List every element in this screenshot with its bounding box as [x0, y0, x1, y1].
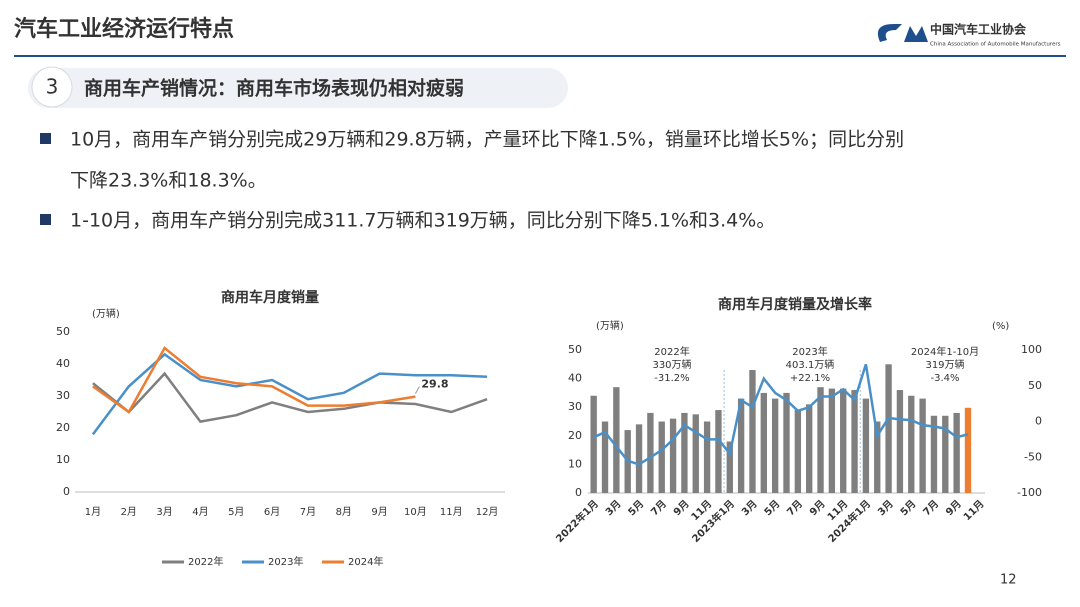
bar: [874, 421, 881, 493]
x-tick-label: 6月: [264, 506, 280, 518]
bar: [840, 388, 847, 493]
bar: [771, 398, 779, 493]
x-tick-label: 11月: [440, 506, 463, 518]
annotation-leader: [414, 386, 420, 394]
annotation: 2023年: [792, 345, 827, 358]
x-tick-label: 1月: [85, 506, 101, 518]
bar: [681, 412, 688, 493]
y2-tick-label: -100: [1017, 486, 1042, 499]
x-tick-label: 3月: [156, 506, 172, 518]
x-tick-label: 2月: [121, 506, 137, 518]
y2-tick-label: -50: [1024, 450, 1042, 463]
y-tick-label: 50: [568, 343, 582, 356]
section-title: 商用车产销情况：商用车市场表现仍相对疲弱: [84, 77, 464, 100]
y-tick-label: 0: [575, 486, 582, 499]
y-axis-label: (万辆): [596, 319, 624, 332]
y-tick-label: 10: [568, 457, 582, 470]
legend-label: 2023年: [268, 555, 303, 568]
x-tick-label: 7月: [300, 506, 316, 518]
bar: [942, 415, 949, 493]
bar: [783, 392, 790, 493]
bar: [715, 410, 722, 493]
bar: [601, 421, 609, 493]
bar: [635, 424, 643, 493]
bar: [817, 387, 824, 493]
y2-tick-label: 100: [1021, 343, 1042, 356]
x-tick-label: 10月: [404, 506, 427, 518]
section-band: [28, 68, 568, 108]
bullet-text: 1-10月，商用车产销分别完成311.7万辆和319万辆，同比分别下降5.1%和…: [70, 210, 775, 232]
bar: [851, 390, 858, 493]
logo-icon: [877, 24, 928, 42]
annotation: 2024年1-10月: [911, 345, 979, 358]
bar: [613, 387, 620, 493]
bullet-text: 10月，商用车产销分别完成29万辆和29.8万辆，产量环比下降1.5%，销量环比…: [70, 129, 904, 151]
bullet-marker: [40, 214, 51, 225]
section-number: 3: [46, 75, 59, 99]
growth-line: [593, 363, 969, 466]
y-tick-label: 0: [63, 485, 70, 498]
bar: [737, 398, 745, 493]
annotation: 2022年: [654, 345, 689, 358]
x-tick-label: 12月: [476, 506, 499, 518]
bar: [669, 418, 677, 493]
bar: [658, 421, 665, 493]
annotation: -31.2%: [654, 373, 689, 384]
bar: [885, 364, 892, 493]
logo-english: China Association of Automobile Manufact…: [930, 42, 1061, 48]
annotation: 29.8: [421, 378, 448, 391]
y-tick-label: 20: [56, 421, 70, 434]
y-axis-label: (万辆): [92, 307, 120, 320]
bar: [930, 415, 938, 493]
bar: [862, 398, 870, 493]
x-tick-label: 4月: [192, 506, 208, 518]
bullet-marker: [40, 133, 51, 144]
y-tick-label: 40: [568, 372, 582, 385]
y-tick-label: 50: [56, 325, 70, 338]
y2-axis-label: (%): [992, 321, 1009, 332]
y-tick-label: 10: [56, 453, 70, 466]
bar: [896, 390, 904, 493]
bar: [749, 370, 756, 493]
annotation: 330万辆: [652, 358, 691, 371]
series-line: [92, 371, 488, 423]
section-badge: [31, 66, 73, 108]
annotation: 403.1万辆: [786, 358, 835, 371]
bar: [908, 395, 915, 493]
bar: [806, 404, 813, 493]
page-number: 12: [1000, 573, 1017, 588]
chart-title: 商用车月度销量: [221, 289, 319, 306]
y-tick-label: 30: [56, 389, 70, 402]
x-tick-label: 8月: [336, 506, 352, 518]
bar: [647, 412, 654, 493]
bar: [726, 441, 733, 493]
y2-tick-label: 0: [1035, 415, 1042, 428]
annotation: +22.1%: [790, 373, 830, 384]
legend-label: 2024年: [348, 555, 383, 568]
bar: [590, 395, 597, 493]
bar: [828, 388, 836, 493]
x-tick-label: 5月: [228, 506, 244, 518]
series-line: [92, 346, 416, 414]
y2-tick-label: 50: [1028, 379, 1042, 392]
x-tick-label: 9月: [371, 506, 387, 518]
chart-title: 商用车月度销量及增长率: [718, 296, 872, 313]
header-title: 汽车工业经济运行特点: [14, 16, 234, 42]
bar: [703, 421, 711, 493]
bar: [953, 412, 960, 493]
logo-name: 中国汽车工业协会: [930, 22, 1027, 37]
annotation: 319万辆: [925, 358, 964, 371]
bar: [964, 407, 972, 493]
y-tick-label: 20: [568, 429, 582, 442]
bar: [794, 410, 802, 493]
legend-label: 2022年: [188, 555, 223, 568]
y-tick-label: 30: [568, 400, 582, 413]
bar: [760, 392, 767, 493]
y-tick-label: 40: [56, 357, 70, 370]
bullet-text: 下降23.3%和18.3%。: [70, 170, 267, 192]
annotation: -3.4%: [930, 373, 959, 384]
bar: [919, 398, 926, 493]
bar: [692, 414, 699, 493]
